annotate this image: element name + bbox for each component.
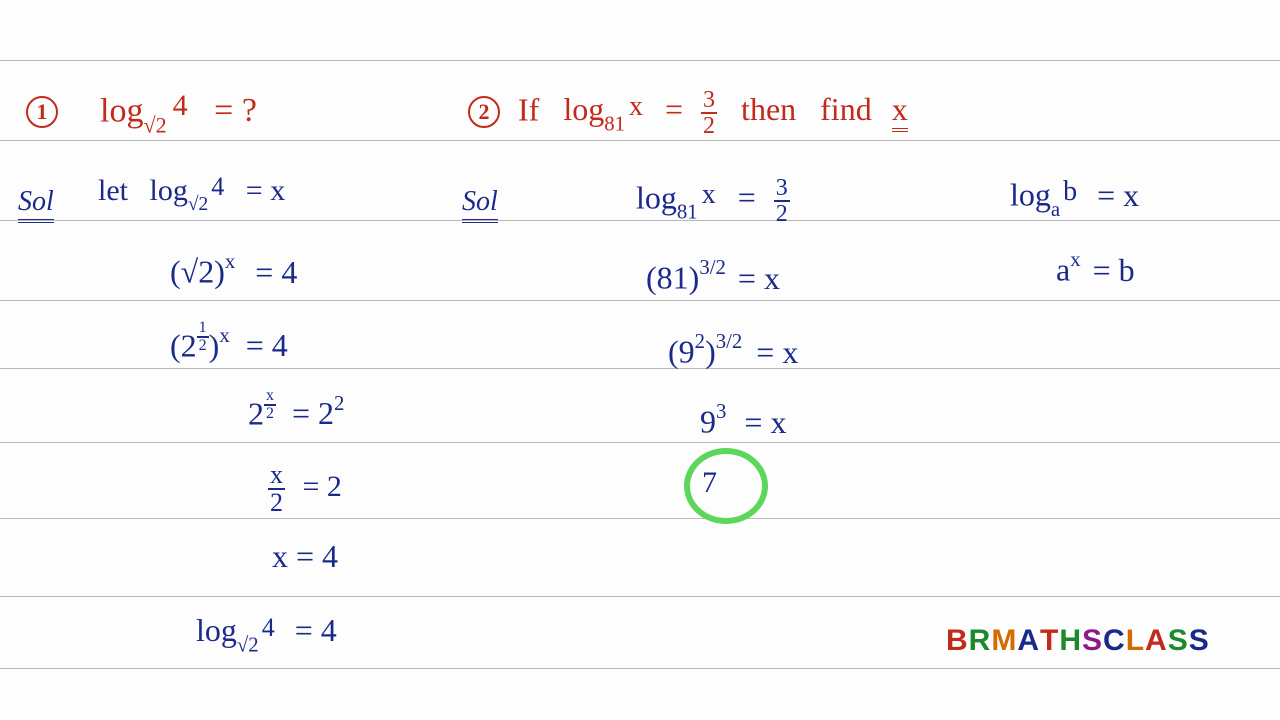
sol-label-1: Sol	[18, 186, 54, 223]
ruled-line	[0, 518, 1280, 519]
p2-step-2: (81)3/2 = x	[646, 256, 780, 297]
highlight-circle	[684, 448, 768, 524]
p1-step-2: (√2)x = 4	[170, 250, 297, 291]
ruled-line	[0, 668, 1280, 669]
p1-step-6: x = 4	[272, 538, 338, 575]
ruled-line	[0, 596, 1280, 597]
problem-2-number: 2	[468, 96, 500, 128]
ruled-line	[0, 442, 1280, 443]
p1-step-4: 2x2 = 22	[248, 388, 344, 432]
p1-step-3: (212)x = 4	[170, 320, 288, 364]
p2-step-1: log81x = 32	[636, 176, 790, 226]
log-rule-1: logab = x	[1010, 176, 1139, 222]
ruled-line	[0, 368, 1280, 369]
problem-2-question: If log81x = 32 then find x	[518, 88, 908, 138]
log-rule-2: ax = b	[1056, 248, 1135, 289]
sol-label-2: Sol	[462, 186, 498, 223]
p1-step-let: let log√24 = x	[98, 172, 285, 216]
p2-step-4: 93 = x	[700, 400, 786, 441]
ruled-line	[0, 140, 1280, 141]
ruled-line	[0, 60, 1280, 61]
problem-1-number: 1	[26, 96, 58, 128]
p1-step-7: log√24 = 4	[196, 612, 337, 657]
ruled-line	[0, 300, 1280, 301]
p2-step-5-partial: 7	[702, 466, 717, 500]
p1-step-5: x2 = 2	[268, 462, 342, 516]
problem-1-question: log√24 = ?	[100, 86, 257, 139]
p2-step-3: (92)3/2 = x	[668, 330, 798, 371]
brand-logo: BRMATHSCLASS	[946, 624, 1210, 658]
